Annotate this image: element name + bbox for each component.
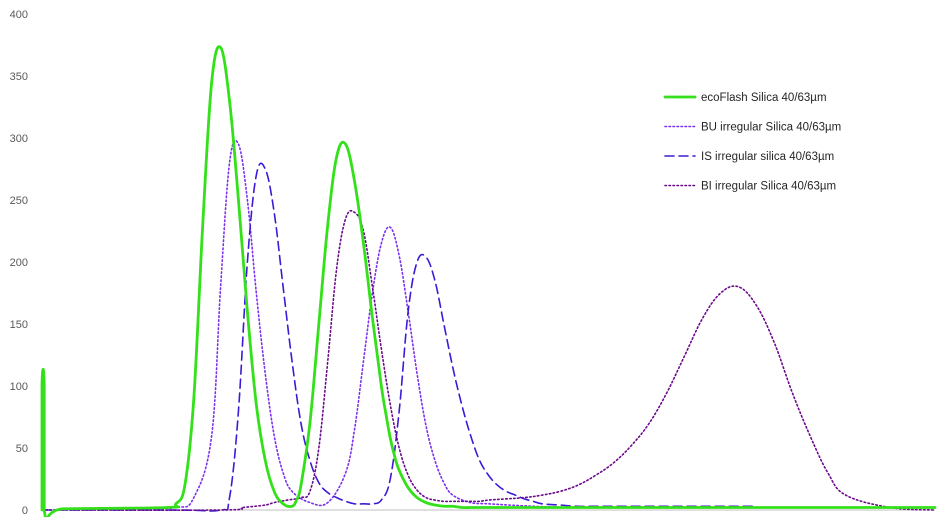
series-line-4	[41, 209, 936, 511]
legend-label: BI irregular Silica 40/63µm	[701, 181, 836, 193]
series-line-2	[41, 139, 758, 511]
y-tick-label: 350	[10, 71, 28, 83]
y-tick-label: 0	[22, 505, 28, 517]
legend: ecoFlash Silica 40/63µm BU irregular Sili…	[663, 92, 841, 193]
legend-label: BU irregular Silica 40/63µm	[701, 122, 841, 134]
legend-label: IS irregular silica 40/63µm	[701, 151, 834, 163]
y-tick-label: 300	[10, 133, 28, 145]
y-tick-label: 150	[10, 319, 28, 331]
legend-label: ecoFlash Silica 40/63µm	[701, 92, 827, 104]
y-tick-label: 50	[16, 443, 28, 455]
y-tick-label: 200	[10, 257, 28, 269]
plot-area	[40, 45, 937, 517]
y-tick-label: 250	[10, 195, 28, 207]
series-line-1	[40, 45, 937, 517]
y-tick-label: 400	[10, 9, 28, 21]
series-line-3	[41, 162, 758, 512]
y-tick-label: 100	[10, 381, 28, 393]
